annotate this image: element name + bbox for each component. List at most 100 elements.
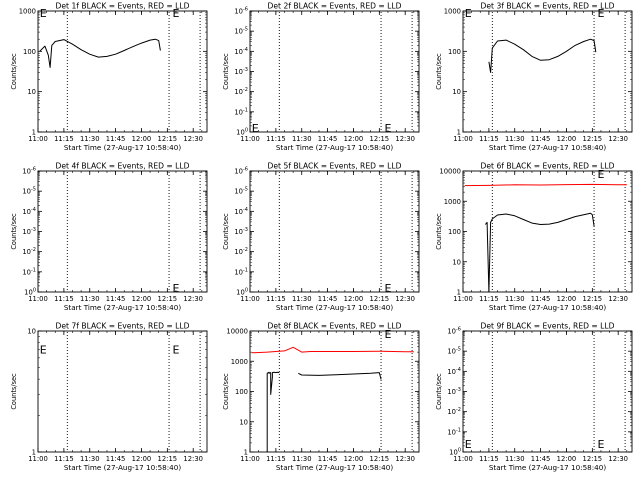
y-tick-label: 10-3 (447, 387, 461, 396)
event-marker-label: E (598, 438, 605, 451)
y-axis-label: Counts/sec (222, 213, 230, 250)
x-axis-label: Start Time (27-Aug-17 10:58:40) (64, 143, 181, 152)
y-tick-label: 10 (27, 88, 36, 96)
x-tick-label: 11:00 (453, 135, 473, 143)
x-tick-label: 12:30 (183, 295, 203, 303)
events-series-line (266, 371, 280, 452)
x-tick-label: 11:15 (266, 135, 286, 143)
plot-frame (249, 10, 420, 133)
y-tick-label: 100 (236, 128, 248, 137)
y-tick-label: 10-4 (22, 207, 36, 216)
y-tick-label: 10-6 (234, 7, 248, 16)
x-tick-label: 11:30 (292, 295, 312, 303)
x-tick-label: 11:30 (80, 295, 100, 303)
y-axis-label: Counts/sec (435, 53, 443, 90)
event-marker-label: E (252, 122, 259, 135)
y-tick-label: 1000 (231, 358, 248, 366)
event-marker-label: E (173, 282, 180, 295)
y-tick-label: 1 (457, 129, 461, 137)
plot-frame (249, 170, 420, 293)
panel-det-3: Det 3f BLACK = Events, RED = LLD 11:00 11:… (435, 2, 633, 152)
y-tick-label: 10-4 (234, 207, 248, 216)
panel-title: Det 4f BLACK = Events, RED = LLD (56, 162, 190, 171)
panel-title: Det 6f BLACK = Events, RED = LLD (481, 162, 615, 171)
lld-series-line (464, 183, 627, 187)
y-tick-label: 1000 (444, 8, 461, 16)
x-tick-label: 11:30 (80, 135, 100, 143)
y-tick-label: 10000 (439, 168, 461, 176)
x-tick-label: 11:00 (453, 295, 473, 303)
lld-series-line (251, 346, 414, 354)
y-tick-label: 100 (24, 288, 36, 297)
x-tick-label: 12:00 (557, 295, 577, 303)
x-tick-label: 11:15 (479, 135, 499, 143)
x-tick-label: 11:00 (240, 295, 260, 303)
x-tick-label: 11:00 (28, 295, 48, 303)
event-marker-label: E (40, 7, 47, 20)
event-marker-label: E (173, 7, 180, 20)
y-tick-label: 10-5 (447, 347, 461, 356)
x-tick-label: 12:00 (132, 135, 152, 143)
x-tick-label: 12:15 (370, 295, 390, 303)
event-marker-label: E (40, 344, 47, 357)
plot-frame (462, 10, 633, 133)
panel-det-2: Det 2f BLACK = Events, RED = LLD 11:00 11:… (222, 2, 420, 152)
x-tick-label: 11:15 (479, 455, 499, 463)
event-marker-label: E (598, 168, 605, 181)
panel-det-7: Det 7f BLACK = Events, RED = LLD 11:00 11:… (10, 322, 208, 472)
x-tick-label: 11:45 (318, 135, 338, 143)
y-tick-label: 1 (244, 449, 248, 457)
x-tick-label: 11:00 (240, 135, 260, 143)
x-tick-label: 11:15 (266, 455, 286, 463)
x-tick-label: 12:15 (158, 135, 178, 143)
y-tick-label: 10 (27, 328, 36, 336)
x-tick-label: 12:00 (344, 295, 364, 303)
x-axis-label: Start Time (27-Aug-17 10:58:40) (276, 303, 393, 312)
x-tick-label: 11:15 (266, 295, 286, 303)
event-marker-label: E (173, 344, 180, 357)
panel-title: Det 9f BLACK = Events, RED = LLD (481, 322, 615, 331)
x-tick-label: 12:30 (183, 455, 203, 463)
y-tick-label: 1 (32, 449, 36, 457)
y-tick-label: 100 (23, 48, 36, 56)
x-axis-label: Start Time (27-Aug-17 10:58:40) (64, 463, 181, 472)
events-series-line (298, 372, 382, 380)
x-axis-label: Start Time (27-Aug-17 10:58:40) (489, 463, 606, 472)
x-tick-label: 12:15 (370, 455, 390, 463)
y-tick-label: 10-1 (447, 427, 461, 436)
x-tick-label: 11:45 (318, 295, 338, 303)
panel-title: Det 8f BLACK = Events, RED = LLD (268, 322, 402, 331)
x-tick-label: 11:00 (28, 135, 48, 143)
x-tick-label: 11:15 (479, 295, 499, 303)
y-axis-label: Counts/sec (435, 373, 443, 410)
y-axis-label: Counts/sec (10, 213, 18, 250)
y-tick-label: 100 (235, 388, 248, 396)
y-tick-label: 10-3 (234, 227, 248, 236)
y-axis-label: Counts/sec (10, 373, 18, 410)
y-tick-label: 10-2 (22, 247, 36, 256)
x-tick-label: 11:30 (505, 295, 525, 303)
plot-frame (37, 170, 208, 293)
y-tick-label: 10-2 (234, 87, 248, 96)
y-tick-label: 10-4 (447, 367, 461, 376)
y-tick-label: 10-2 (447, 407, 461, 416)
panel-det-8: Det 8f BLACK = Events, RED = LLD 11:00 11:… (222, 322, 420, 472)
x-tick-label: 11:00 (453, 455, 473, 463)
y-tick-label: 100 (448, 48, 461, 56)
y-axis-label: Counts/sec (222, 53, 230, 90)
x-tick-label: 12:15 (583, 135, 603, 143)
panel-det-1: Det 1f BLACK = Events, RED = LLD 11:00 11:… (10, 2, 208, 152)
x-axis-label: Start Time (27-Aug-17 10:58:40) (489, 303, 606, 312)
x-tick-label: 12:00 (557, 455, 577, 463)
y-tick-label: 10-5 (234, 27, 248, 36)
x-axis-label: Start Time (27-Aug-17 10:58:40) (276, 143, 393, 152)
panel-title: Det 2f BLACK = Events, RED = LLD (268, 2, 402, 11)
y-tick-label: 1000 (444, 198, 461, 206)
y-tick-label: 100 (236, 288, 248, 297)
x-tick-label: 11:15 (54, 135, 74, 143)
y-axis-label: Counts/sec (435, 213, 443, 250)
x-tick-label: 12:15 (158, 455, 178, 463)
x-tick-label: 11:30 (505, 455, 525, 463)
x-tick-label: 12:30 (183, 135, 203, 143)
event-marker-label: E (385, 282, 392, 295)
